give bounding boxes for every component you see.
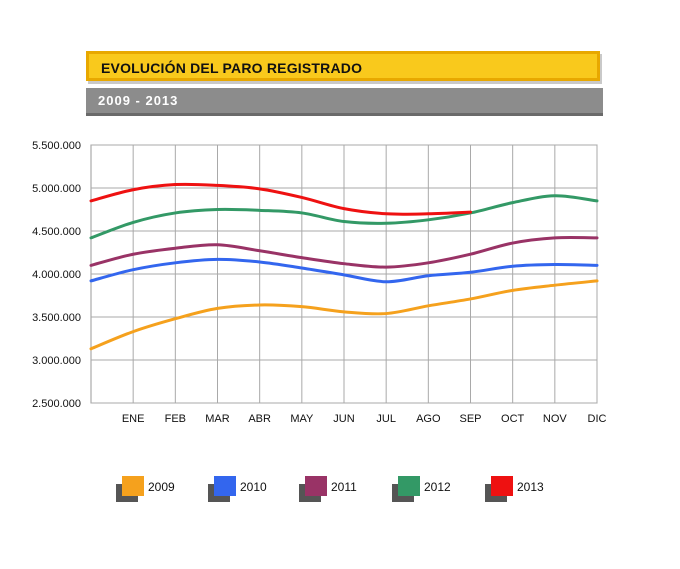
legend-swatch <box>122 476 144 496</box>
legend-label: 2013 <box>517 480 544 494</box>
series-line-2013 <box>89 182 472 216</box>
y-tick-label: 2.500.000 <box>32 398 81 410</box>
y-tick-label: 4.500.000 <box>32 226 81 238</box>
x-tick-label: NOV <box>543 413 568 425</box>
x-tick-label: ENE <box>122 413 145 425</box>
chart-subtitle-banner: 2009 - 2013 <box>86 88 603 116</box>
x-tick-label: SEP <box>459 413 481 425</box>
series-line-2009 <box>89 279 599 351</box>
legend-label: 2009 <box>148 480 175 494</box>
legend-swatch <box>398 476 420 496</box>
series-line-2010 <box>89 257 599 284</box>
legend-swatch <box>305 476 327 496</box>
y-tick-label: 3.500.000 <box>32 312 81 324</box>
chart-title: EVOLUCIÓN DEL PARO REGISTRADO <box>101 60 363 76</box>
x-tick-label: AGO <box>416 413 441 425</box>
x-tick-label: OCT <box>501 413 525 425</box>
series-line-2011 <box>89 236 599 269</box>
x-tick-label: ABR <box>248 413 271 425</box>
legend-label: 2011 <box>331 480 357 494</box>
legend-swatch <box>491 476 513 496</box>
y-tick-label: 3.000.000 <box>32 355 81 367</box>
legend-label: 2010 <box>240 480 267 494</box>
x-tick-label: FEB <box>165 413 186 425</box>
x-tick-label: JUN <box>333 413 354 425</box>
x-tick-label: JUL <box>376 413 396 425</box>
x-tick-label: MAR <box>205 413 230 425</box>
legend-swatch <box>214 476 236 496</box>
x-tick-label: MAY <box>290 413 314 425</box>
y-tick-label: 4.000.000 <box>32 269 81 281</box>
chart-title-banner: EVOLUCIÓN DEL PARO REGISTRADO <box>86 51 600 81</box>
chart-subtitle: 2009 - 2013 <box>98 93 179 108</box>
legend-label: 2012 <box>424 480 451 494</box>
y-tick-label: 5.500.000 <box>32 140 81 152</box>
y-tick-label: 5.000.000 <box>32 183 81 195</box>
series-line-2012 <box>89 194 599 240</box>
x-tick-label: DIC <box>588 413 607 425</box>
